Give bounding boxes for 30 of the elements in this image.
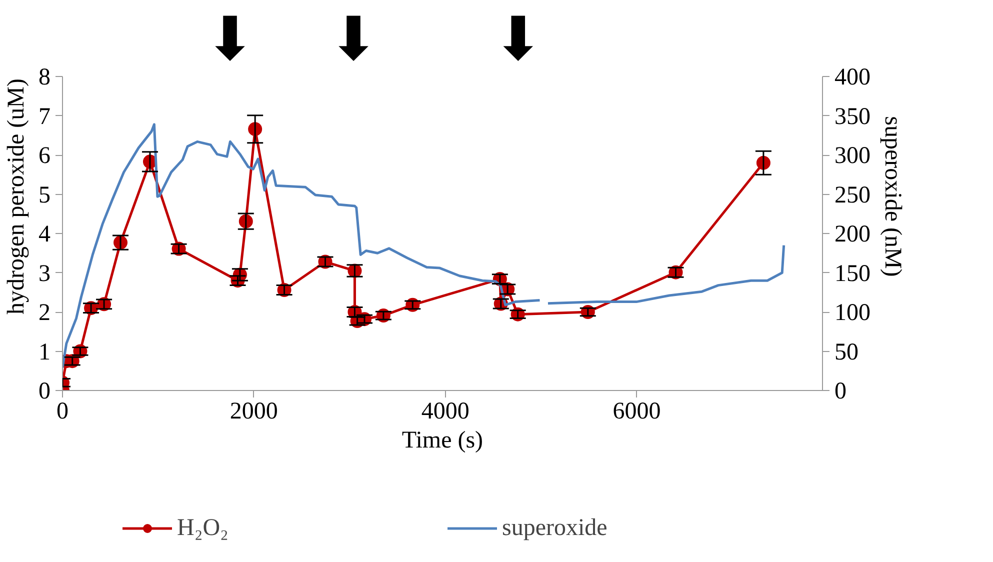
- y-axis-title: hydrogen peroxide (uM): [4, 78, 30, 314]
- y-tick-label: 1: [38, 339, 50, 366]
- y2-tick-label: 100: [834, 300, 870, 326]
- y2-tick-label: 400: [834, 64, 870, 90]
- y2-tick-label: 200: [834, 222, 870, 248]
- x-axis-title: Time (s): [402, 428, 484, 454]
- y2-tick-label: 300: [834, 143, 870, 169]
- legend-label: H₂O₂: [177, 514, 230, 542]
- text: ⬇: [328, 4, 379, 74]
- y-tick-label: 4: [38, 222, 50, 248]
- x-tick-label: 0: [56, 398, 68, 424]
- y-tick-label: 0: [38, 378, 50, 404]
- y2-tick-label: 0: [834, 378, 846, 404]
- text: ⬇: [492, 4, 544, 74]
- y-tick-label: 7: [38, 104, 50, 130]
- x-tick-label: 2000: [230, 398, 278, 424]
- x-tick-label: 6000: [612, 398, 661, 424]
- y2-tick-label: 150: [834, 260, 870, 287]
- y2-axis-title: superoxide (nM): [880, 116, 906, 277]
- y-tick-label: 6: [38, 143, 50, 169]
- legend-label: superoxide: [502, 514, 608, 542]
- y2-tick-label: 250: [834, 182, 870, 208]
- text: ⬇: [204, 4, 256, 74]
- y-tick-label: 5: [38, 182, 50, 208]
- y2-tick-label: 350: [834, 104, 870, 130]
- y2-tick-label: 50: [834, 339, 858, 366]
- y-tick-label: 8: [38, 64, 50, 90]
- y-tick-label: 2: [38, 300, 50, 326]
- x-tick-label: 4000: [421, 398, 470, 424]
- y-tick-label: 3: [38, 260, 50, 287]
